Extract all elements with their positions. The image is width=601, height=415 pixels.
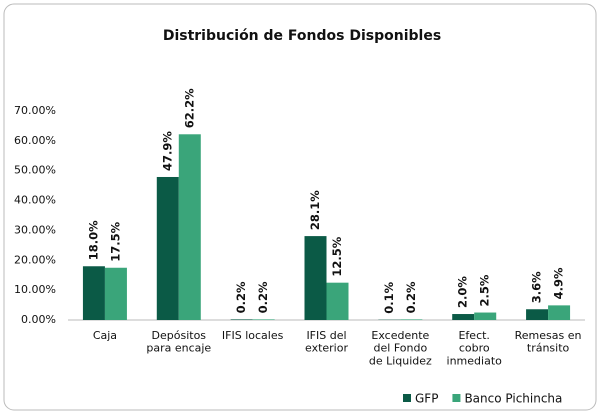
value-label: 0.1% bbox=[382, 281, 396, 313]
legend-label: Banco Pichincha bbox=[464, 392, 562, 406]
chart-title: Distribución de Fondos Disponibles bbox=[163, 28, 441, 44]
y-tick-label: 70.00% bbox=[14, 104, 56, 117]
x-tick-label: Depósitos para encaje bbox=[146, 329, 211, 355]
value-label: 2.5% bbox=[478, 274, 492, 306]
legend-label: GFP bbox=[415, 392, 438, 406]
y-tick-label: 40.00% bbox=[14, 194, 56, 207]
legend-swatch bbox=[452, 394, 461, 402]
value-label: 12.5% bbox=[330, 236, 344, 276]
value-label: 62.2% bbox=[182, 88, 196, 128]
bar bbox=[400, 319, 423, 320]
bar bbox=[252, 319, 275, 320]
bar bbox=[526, 309, 549, 320]
value-label: 18.0% bbox=[86, 220, 100, 260]
value-label: 0.2% bbox=[234, 281, 248, 313]
value-label: 0.2% bbox=[404, 281, 418, 313]
chart-frame bbox=[3, 3, 597, 411]
value-label: 47.9% bbox=[160, 131, 174, 171]
bar bbox=[326, 282, 349, 320]
y-tick-label: 50.00% bbox=[14, 164, 56, 177]
bar bbox=[548, 305, 571, 320]
x-tick-label: IFIS locales bbox=[222, 329, 284, 342]
x-tick-label: Remesas en tránsito bbox=[515, 329, 582, 355]
y-tick-label: 30.00% bbox=[14, 223, 56, 236]
bar bbox=[474, 312, 497, 320]
bar bbox=[104, 267, 127, 320]
bar bbox=[156, 176, 179, 320]
legend-swatch bbox=[403, 394, 411, 402]
y-tick-label: 0.00% bbox=[21, 313, 56, 326]
x-tick-label: Excedente del Fondo de Liquidez bbox=[369, 329, 432, 367]
bar bbox=[178, 134, 201, 320]
bar bbox=[304, 236, 327, 320]
value-label: 3.6% bbox=[530, 271, 544, 303]
y-tick-label: 60.00% bbox=[14, 134, 56, 147]
x-tick-label: IFIS del exterior bbox=[305, 329, 348, 355]
bar bbox=[82, 266, 105, 320]
value-label: 0.2% bbox=[256, 281, 270, 313]
y-tick-label: 10.00% bbox=[14, 283, 56, 296]
bar bbox=[452, 314, 475, 320]
value-label: 28.1% bbox=[308, 190, 322, 230]
value-label: 2.0% bbox=[456, 276, 470, 308]
x-tick-label: Efect. cobro inmediato bbox=[447, 329, 503, 367]
value-label: 4.9% bbox=[552, 267, 566, 299]
value-label: 17.5% bbox=[108, 221, 122, 261]
x-tick-label: Caja bbox=[93, 329, 117, 342]
bar bbox=[230, 319, 253, 320]
y-tick-label: 20.00% bbox=[14, 253, 56, 266]
